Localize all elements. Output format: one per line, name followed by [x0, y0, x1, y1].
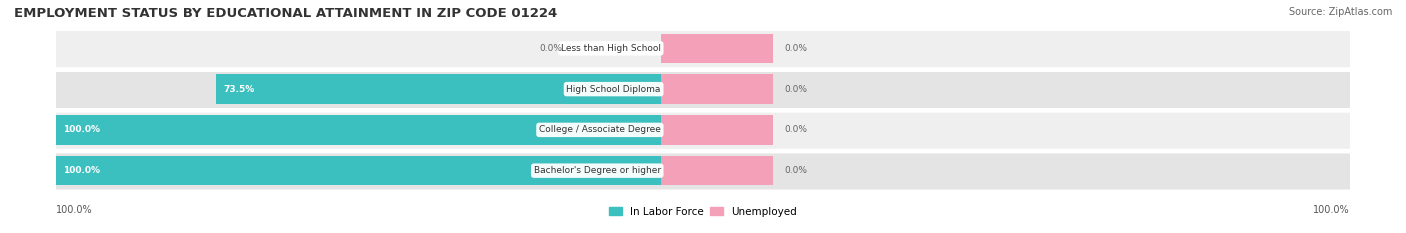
Text: 0.0%: 0.0%: [785, 125, 807, 134]
FancyBboxPatch shape: [31, 112, 1375, 150]
FancyBboxPatch shape: [31, 71, 1375, 109]
FancyBboxPatch shape: [657, 32, 778, 64]
FancyBboxPatch shape: [657, 73, 778, 105]
Text: Source: ZipAtlas.com: Source: ZipAtlas.com: [1288, 7, 1392, 17]
FancyBboxPatch shape: [31, 30, 1375, 68]
FancyBboxPatch shape: [32, 155, 685, 187]
Text: 0.0%: 0.0%: [785, 44, 807, 53]
Text: 73.5%: 73.5%: [224, 85, 254, 94]
FancyBboxPatch shape: [198, 73, 679, 105]
Text: 100.0%: 100.0%: [63, 125, 100, 134]
FancyBboxPatch shape: [657, 114, 778, 146]
FancyBboxPatch shape: [32, 114, 685, 146]
Text: 100.0%: 100.0%: [63, 166, 100, 175]
Text: 0.0%: 0.0%: [785, 85, 807, 94]
Text: EMPLOYMENT STATUS BY EDUCATIONAL ATTAINMENT IN ZIP CODE 01224: EMPLOYMENT STATUS BY EDUCATIONAL ATTAINM…: [14, 7, 557, 20]
Text: Bachelor's Degree or higher: Bachelor's Degree or higher: [534, 166, 661, 175]
FancyBboxPatch shape: [31, 152, 1375, 191]
Legend: In Labor Force, Unemployed: In Labor Force, Unemployed: [605, 202, 801, 221]
Text: 0.0%: 0.0%: [540, 44, 562, 53]
Text: 100.0%: 100.0%: [56, 205, 93, 215]
Text: Less than High School: Less than High School: [561, 44, 661, 53]
Text: 100.0%: 100.0%: [1313, 205, 1350, 215]
Text: High School Diploma: High School Diploma: [567, 85, 661, 94]
Text: College / Associate Degree: College / Associate Degree: [538, 125, 661, 134]
Text: 0.0%: 0.0%: [785, 166, 807, 175]
FancyBboxPatch shape: [657, 155, 778, 187]
